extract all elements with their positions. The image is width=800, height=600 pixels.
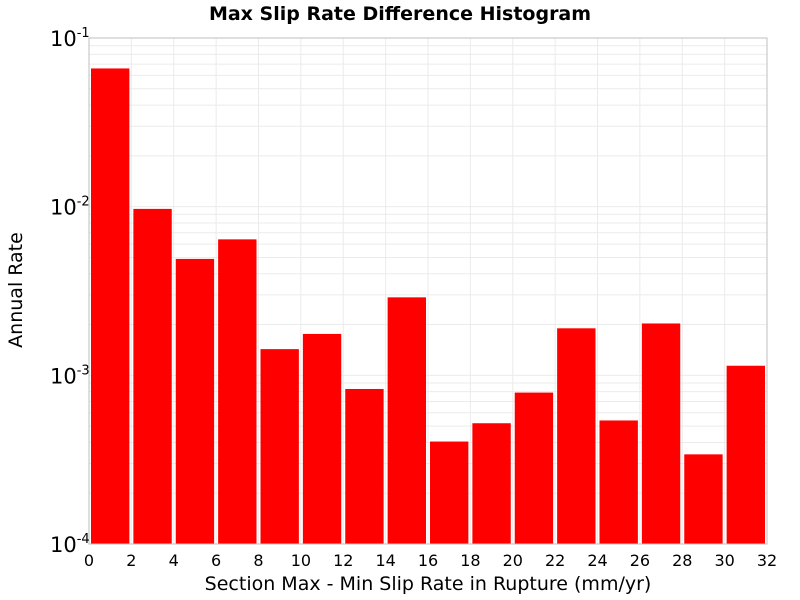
histogram-bar [91,68,130,544]
y-tick-label: 10-3 [50,363,90,388]
x-tick-label: 18 [460,551,480,570]
x-tick-label: 2 [126,551,136,570]
histogram-bar [387,297,426,544]
x-tick-label: 8 [253,551,263,570]
histogram-bar [175,258,215,544]
x-axis-label: Section Max - Min Slip Rate in Rupture (… [205,573,652,595]
x-tick-label: 0 [84,551,94,570]
x-tick-label: 24 [587,551,607,570]
x-tick-label: 32 [757,551,777,570]
histogram-bar [726,365,765,544]
histogram-bar [345,388,384,544]
histogram-bar [260,349,299,544]
x-tick-label: 12 [333,551,353,570]
histogram-bar [218,239,257,544]
histogram-bar [599,420,638,544]
chart-title: Max Slip Rate Difference Histogram [209,3,591,25]
histogram-bar [684,454,723,544]
x-tick-label: 6 [211,551,221,570]
y-axis-ticks: 10-4 10-3 10-2 10-1 [50,26,90,557]
x-tick-label: 4 [169,551,179,570]
x-tick-label: 26 [630,551,650,570]
histogram-bar [514,392,554,544]
x-axis-ticks: 0 2 4 6 8 10 12 14 16 18 20 22 24 26 28 30 32 [84,551,777,570]
histogram-bar [430,441,469,544]
y-tick-label: 10-4 [50,532,90,557]
plot-frame [88,37,768,545]
histogram-bar [641,323,681,544]
histogram-bar [302,333,342,544]
x-tick-label: 14 [375,551,395,570]
histogram-bar [472,423,511,544]
x-tick-label: 20 [503,551,523,570]
x-tick-label: 22 [545,551,565,570]
y-tick-label: 10-2 [50,195,90,220]
x-tick-label: 30 [714,551,734,570]
x-tick-label: 10 [291,551,311,570]
x-tick-label: 28 [672,551,692,570]
x-tick-label: 16 [418,551,438,570]
histogram-bar [133,208,172,544]
y-tick-label: 10-1 [50,26,90,51]
bars [91,68,765,544]
y-axis-label: Annual Rate [5,232,27,348]
histogram-bar [557,328,596,544]
